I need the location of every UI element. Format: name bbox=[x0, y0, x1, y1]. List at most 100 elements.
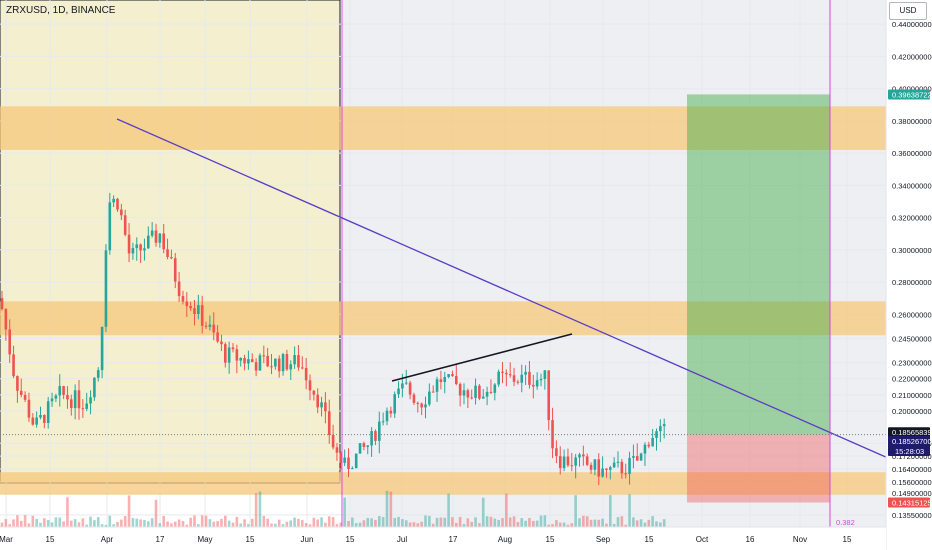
candle-body-77 bbox=[297, 355, 300, 368]
profit-zone bbox=[687, 94, 830, 435]
volume-bar-152 bbox=[585, 516, 589, 527]
candle-body-162 bbox=[624, 473, 627, 475]
volume-bar-3 bbox=[12, 519, 15, 527]
volume-bar-141 bbox=[543, 515, 547, 527]
volume-bar-21 bbox=[81, 518, 85, 527]
volume-bar-90 bbox=[347, 521, 350, 527]
candle-body-95 bbox=[366, 445, 370, 447]
candle-body-139 bbox=[535, 380, 539, 387]
volume-bar-105 bbox=[404, 520, 408, 527]
candle-body-60 bbox=[231, 347, 235, 350]
candle-body-118 bbox=[455, 376, 458, 385]
volume-bar-149 bbox=[574, 495, 577, 527]
volume-bar-89 bbox=[343, 497, 346, 527]
time-tick-10: Aug bbox=[498, 535, 512, 544]
volume-bar-161 bbox=[620, 516, 624, 527]
candle-body-6 bbox=[23, 394, 27, 400]
volume-bar-104 bbox=[401, 519, 404, 527]
candle-body-63 bbox=[243, 357, 246, 364]
volume-bar-6 bbox=[23, 515, 27, 527]
symbol-label: ZRXUSD, 1D, BINANCE bbox=[6, 5, 116, 16]
volume-bar-81 bbox=[312, 517, 316, 527]
candle-body-131 bbox=[505, 372, 508, 375]
last-price-label-countdown: 15:28:03 bbox=[895, 447, 924, 456]
candle-body-83 bbox=[320, 402, 323, 408]
candle-body-103 bbox=[397, 388, 400, 395]
volume-bar-19 bbox=[73, 519, 77, 527]
volume-bar-136 bbox=[524, 520, 527, 527]
candle-body-156 bbox=[601, 468, 604, 477]
range-box bbox=[0, 0, 341, 484]
fib-label: 0.382 bbox=[836, 518, 855, 527]
volume-bar-129 bbox=[497, 519, 500, 527]
candle-body-160 bbox=[616, 461, 620, 463]
volume-bar-115 bbox=[443, 517, 447, 527]
candle-body-140 bbox=[539, 378, 543, 381]
volume-bar-147 bbox=[566, 524, 570, 527]
volume-bar-120 bbox=[462, 524, 466, 527]
candle-body-132 bbox=[508, 374, 512, 376]
candle-body-36 bbox=[139, 244, 142, 251]
candle-body-105 bbox=[404, 382, 408, 384]
volume-bar-118 bbox=[455, 522, 458, 527]
volume-bar-98 bbox=[378, 516, 381, 527]
candle-body-39 bbox=[150, 230, 154, 236]
volume-bar-25 bbox=[96, 517, 100, 527]
volume-bar-168 bbox=[647, 519, 651, 527]
last-price-label-bg bbox=[888, 435, 930, 456]
candle-body-163 bbox=[628, 457, 631, 474]
time-tick-16: Nov bbox=[793, 535, 807, 544]
candle-body-98 bbox=[378, 421, 381, 441]
volume-bar-59 bbox=[227, 520, 231, 527]
price-tick-8: 0.28000000 bbox=[892, 278, 932, 287]
stop-price-label: 0.14315125 bbox=[892, 499, 932, 508]
prev-price-label-bg bbox=[888, 427, 930, 438]
candle-body-141 bbox=[543, 370, 547, 379]
candle-body-121 bbox=[466, 390, 470, 398]
volume-bar-63 bbox=[243, 519, 246, 527]
volume-bar-123 bbox=[474, 517, 477, 527]
price-tick-16: 0.17200000 bbox=[892, 452, 932, 461]
candle-body-72 bbox=[277, 358, 281, 372]
volume-bar-70 bbox=[270, 523, 273, 527]
volume-bar-110 bbox=[424, 515, 427, 527]
volume-bar-69 bbox=[266, 518, 269, 527]
candle-body-106 bbox=[408, 382, 412, 395]
loss-zone bbox=[687, 434, 830, 503]
currency-button[interactable]: USD bbox=[889, 2, 927, 20]
volume-bar-142 bbox=[547, 524, 550, 527]
candle-body-31 bbox=[120, 209, 123, 216]
volume-bar-23 bbox=[89, 516, 92, 527]
candle-body-50 bbox=[193, 308, 196, 315]
price-tick-4: 0.36000000 bbox=[892, 149, 932, 158]
volume-bar-72 bbox=[277, 519, 281, 527]
volume-bar-36 bbox=[139, 519, 142, 527]
volume-bar-148 bbox=[570, 523, 574, 527]
candle-body-146 bbox=[562, 456, 566, 469]
candle-body-56 bbox=[216, 332, 219, 342]
descending-trendline bbox=[116, 118, 889, 459]
candle-body-135 bbox=[520, 374, 524, 383]
candle-body-172 bbox=[662, 424, 666, 427]
time-axis: Mar 15 Apr 17 May 15 Jun 15 Jul 17 Aug 15 Sep 15 Oct 16… bbox=[0, 518, 886, 550]
price-tick-19: 0.14900000 bbox=[892, 489, 932, 498]
volume-bar-133 bbox=[512, 516, 516, 527]
volume-bar-11 bbox=[43, 518, 46, 527]
candle-body-88 bbox=[339, 452, 343, 463]
volume-bar-60 bbox=[231, 522, 235, 527]
candle-body-124 bbox=[478, 385, 481, 399]
candle-body-73 bbox=[281, 354, 285, 372]
candle-body-48 bbox=[185, 301, 189, 307]
time-axis-bg bbox=[0, 527, 886, 550]
volume-bar-96 bbox=[370, 518, 373, 527]
candle-body-15 bbox=[58, 386, 62, 396]
volume-bar-122 bbox=[470, 521, 473, 527]
candle-body-14 bbox=[54, 395, 58, 399]
candle-body-20 bbox=[77, 390, 81, 409]
volume-bars bbox=[0, 490, 666, 527]
candle-body-122 bbox=[470, 397, 473, 399]
volume-bar-5 bbox=[19, 520, 23, 527]
candle-body-18 bbox=[70, 399, 73, 409]
